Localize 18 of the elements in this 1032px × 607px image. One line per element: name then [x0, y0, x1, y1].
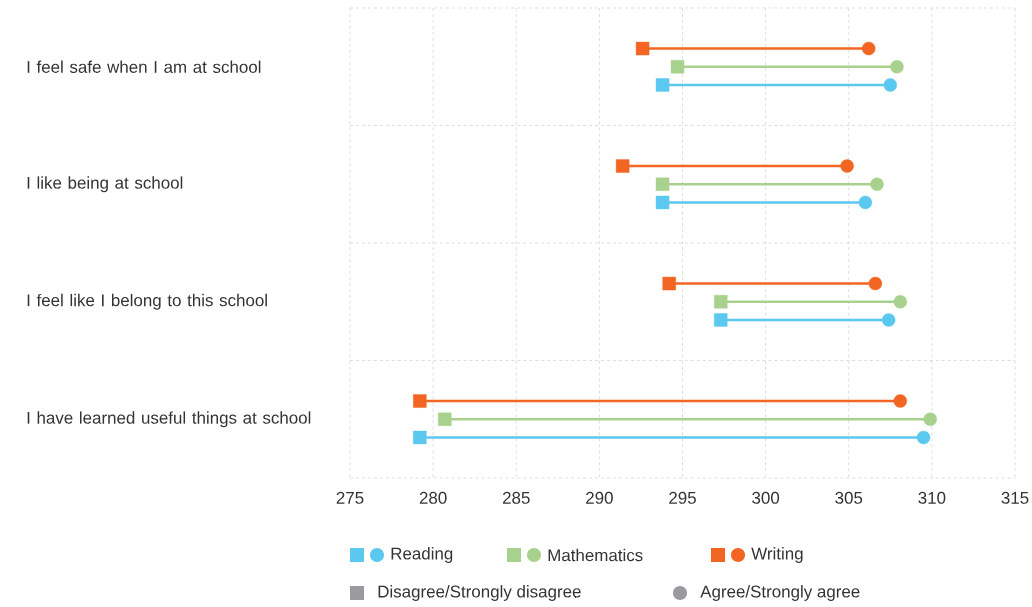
- x-tick-label: 305: [835, 491, 863, 504]
- x-tick-label: 280: [419, 491, 447, 504]
- x-tick-label: 295: [669, 491, 696, 504]
- x-tick-label: 290: [586, 491, 613, 504]
- text: Disagree/Strongly disagree: [378, 585, 581, 601]
- y-tick-label: I like being at school: [27, 176, 183, 193]
- legend-label: Mathematics: [548, 548, 643, 562]
- x-tick-label: 275: [336, 491, 364, 504]
- legend-label: Writing: [751, 547, 803, 563]
- y-tick-label: I feel like I belong to this school: [27, 293, 267, 310]
- x-tick-label: 310: [918, 491, 946, 504]
- y-tick-label: I have learned useful things at school: [27, 411, 311, 428]
- x-tick-label: 315: [1001, 491, 1029, 504]
- legend-label: Reading: [391, 547, 453, 563]
- y-tick-label: I feel safe when I am at school: [27, 60, 261, 73]
- x-tick-label: 285: [502, 491, 530, 504]
- text: Agree/Strongly agree: [700, 585, 860, 601]
- x-tick-label: 300: [752, 491, 780, 504]
